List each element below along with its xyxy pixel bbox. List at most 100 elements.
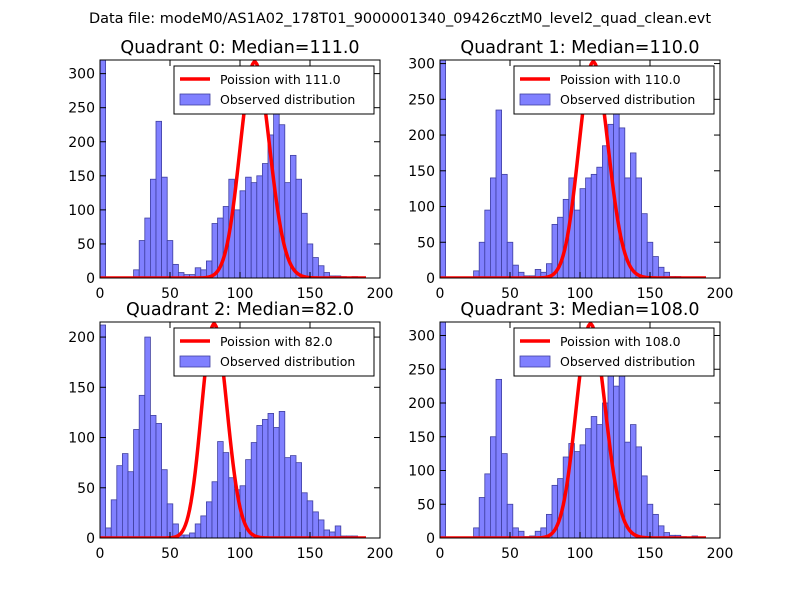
x-tick-label: 150 [297, 546, 324, 562]
quadrant-0-bar [289, 154, 297, 278]
quadrant-2-bar [138, 394, 146, 538]
legend-label-poisson: Poission with 108.0 [560, 334, 681, 349]
quadrant-2-bar [273, 427, 280, 538]
quadrant-2-title: Quadrant 2: Median=82.0 [126, 300, 354, 320]
quadrant-0-bar [144, 217, 151, 278]
quadrant-3-bar [641, 475, 648, 538]
y-tick-label: 250 [68, 101, 95, 117]
x-tick-label: 200 [367, 286, 394, 302]
x-tick-label: 150 [637, 546, 664, 562]
quadrant-3-bar [652, 513, 659, 538]
quadrant-0-title: Quadrant 0: Median=111.0 [120, 38, 359, 58]
legend-label-observed: Observed distribution [220, 92, 355, 107]
quadrant-2-legend: Poission with 82.0 Observed distribution [173, 327, 375, 377]
x-tick-label: 100 [227, 286, 254, 302]
figure-suptitle: Data file: modeM0/AS1A02_178T01_90000013… [89, 11, 711, 27]
quadrant-3-bar [495, 378, 502, 538]
quadrant-2-bar [250, 442, 258, 538]
quadrant-3-bar [658, 525, 665, 538]
quadrant-3-bar [613, 385, 620, 538]
y-tick-label: 300 [68, 67, 95, 83]
quadrant-0-bar [239, 190, 246, 278]
quadrant-1-bar [602, 145, 609, 278]
x-tick-label: 0 [96, 286, 105, 302]
x-tick-label: 50 [161, 286, 179, 302]
quadrant-0-bar [245, 176, 252, 278]
quadrant-0-bar [233, 209, 241, 278]
quadrant-0-bar [278, 124, 286, 278]
x-tick-label: 100 [567, 286, 594, 302]
legend-label-observed: Observed distribution [560, 354, 695, 369]
quadrant-2-bar [211, 481, 218, 538]
quadrant-1-bar [574, 209, 581, 278]
quadrant-0-bar [161, 176, 168, 278]
quadrant-3-bar [489, 436, 497, 538]
quadrant-2-bar [228, 477, 235, 538]
y-tick-label: 0 [426, 531, 435, 547]
quadrant-3-histogram [440, 322, 698, 538]
quadrant-1-bar [663, 271, 670, 278]
x-tick-label: 50 [501, 286, 519, 302]
quadrant-2-bar [295, 462, 302, 538]
quadrant-2-bar [127, 471, 134, 538]
quadrant-2-bar [256, 425, 263, 538]
quadrant-2-bar [100, 324, 106, 538]
y-tick-label: 200 [408, 396, 435, 412]
quadrant-1-bar [585, 177, 592, 278]
x-tick-label: 50 [161, 546, 179, 562]
quadrant-2-bar [122, 453, 129, 538]
y-tick-label: 150 [408, 164, 435, 180]
legend-bar-swatch [179, 93, 211, 106]
legend-bar-swatch [179, 355, 211, 368]
quadrant-3-bar [574, 451, 581, 538]
quadrant-3-bar [506, 503, 514, 538]
quadrant-2-bar [312, 511, 319, 538]
y-tick-label: 0 [426, 271, 435, 287]
quadrant-0-bar [155, 120, 162, 278]
quadrant-2-bar [189, 532, 196, 538]
quadrant-2-bar [161, 469, 168, 538]
quadrant-2-bar [116, 465, 123, 538]
y-tick-label: 250 [408, 92, 435, 108]
quadrant-2-bar [222, 452, 230, 538]
quadrant-0-bar [138, 240, 146, 278]
legend-box [513, 65, 715, 115]
quadrant-1-bar [652, 256, 659, 278]
x-tick-label: 150 [637, 286, 664, 302]
quadrant-3-bar [590, 416, 598, 538]
quadrant-2-bar [284, 457, 291, 538]
quadrant-1-histogram [440, 60, 698, 278]
legend-label-poisson: Poission with 82.0 [220, 334, 333, 349]
x-tick-label: 0 [96, 546, 105, 562]
legend-label-poisson: Poission with 110.0 [560, 72, 681, 87]
x-tick-label: 200 [707, 286, 734, 302]
quadrant-2-bar [301, 492, 308, 538]
quadrant-3-panel: Quadrant 3: Median=108.0 0 50 100 150 200 0 50 1… [408, 300, 733, 562]
quadrant-0-bar [172, 263, 179, 278]
quadrant-3-title: Quadrant 3: Median=108.0 [460, 300, 699, 320]
quadrant-1-bar [495, 109, 502, 278]
y-tick-label: 100 [68, 203, 95, 219]
quadrant-2-bar [205, 501, 213, 538]
y-tick-label: 100 [408, 200, 435, 216]
legend-bar-swatch [519, 93, 551, 106]
quadrant-3-bar [501, 453, 508, 538]
quadrant-1-bar [484, 209, 491, 278]
quadrant-0-legend: Poission with 111.0 Observed distribution [173, 65, 375, 115]
x-tick-label: 100 [567, 546, 594, 562]
quadrant-2-bar [278, 411, 286, 538]
quadrant-1-bar [478, 241, 486, 278]
x-tick-label: 200 [367, 546, 394, 562]
y-tick-label: 150 [408, 430, 435, 446]
quadrant-1-bar [512, 264, 519, 278]
quadrant-3-bar [440, 322, 446, 538]
quadrant-2-bar [194, 523, 202, 538]
legend-label-observed: Observed distribution [560, 92, 695, 107]
quadrant-2-bar [261, 419, 269, 538]
y-tick-label: 250 [408, 362, 435, 378]
y-tick-label: 50 [417, 497, 435, 513]
quadrant-1-bar [596, 166, 603, 278]
x-tick-label: 0 [436, 286, 445, 302]
quadrant-3-bar [579, 444, 586, 538]
